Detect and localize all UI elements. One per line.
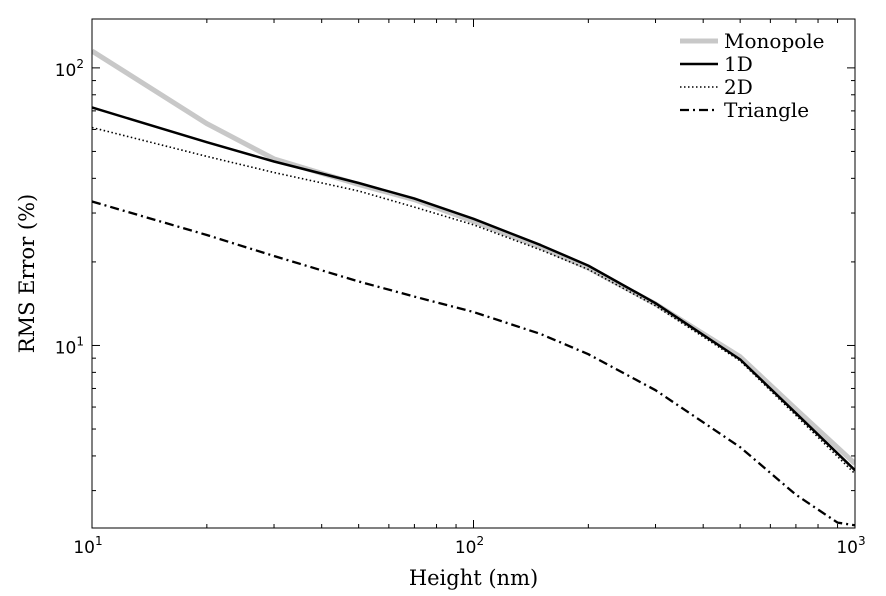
- x-axis-title: Height (nm): [409, 566, 538, 590]
- y-tick-label: 101: [55, 334, 84, 358]
- ticks-layer: 101 102 103 101 102: [55, 19, 866, 558]
- x-tick-label: 103: [836, 534, 865, 558]
- series-line-2d: [92, 126, 855, 475]
- legend-label-2d: 2D: [724, 75, 753, 99]
- legend-label-monopole: Monopole: [724, 29, 825, 53]
- series-layer: [92, 48, 855, 527]
- y-tick-label: 102: [55, 57, 84, 81]
- y-axis-title: RMS Error (%): [15, 194, 39, 353]
- series-line-1d: [92, 106, 855, 472]
- x-tick-label: 101: [73, 534, 102, 558]
- series-line-monopole: [92, 48, 855, 466]
- legend-label-triangle: Triangle: [724, 98, 809, 122]
- legend-label-1d: 1D: [724, 52, 753, 76]
- x-tick-label: 102: [455, 534, 484, 558]
- series-line-triangle: [92, 200, 855, 527]
